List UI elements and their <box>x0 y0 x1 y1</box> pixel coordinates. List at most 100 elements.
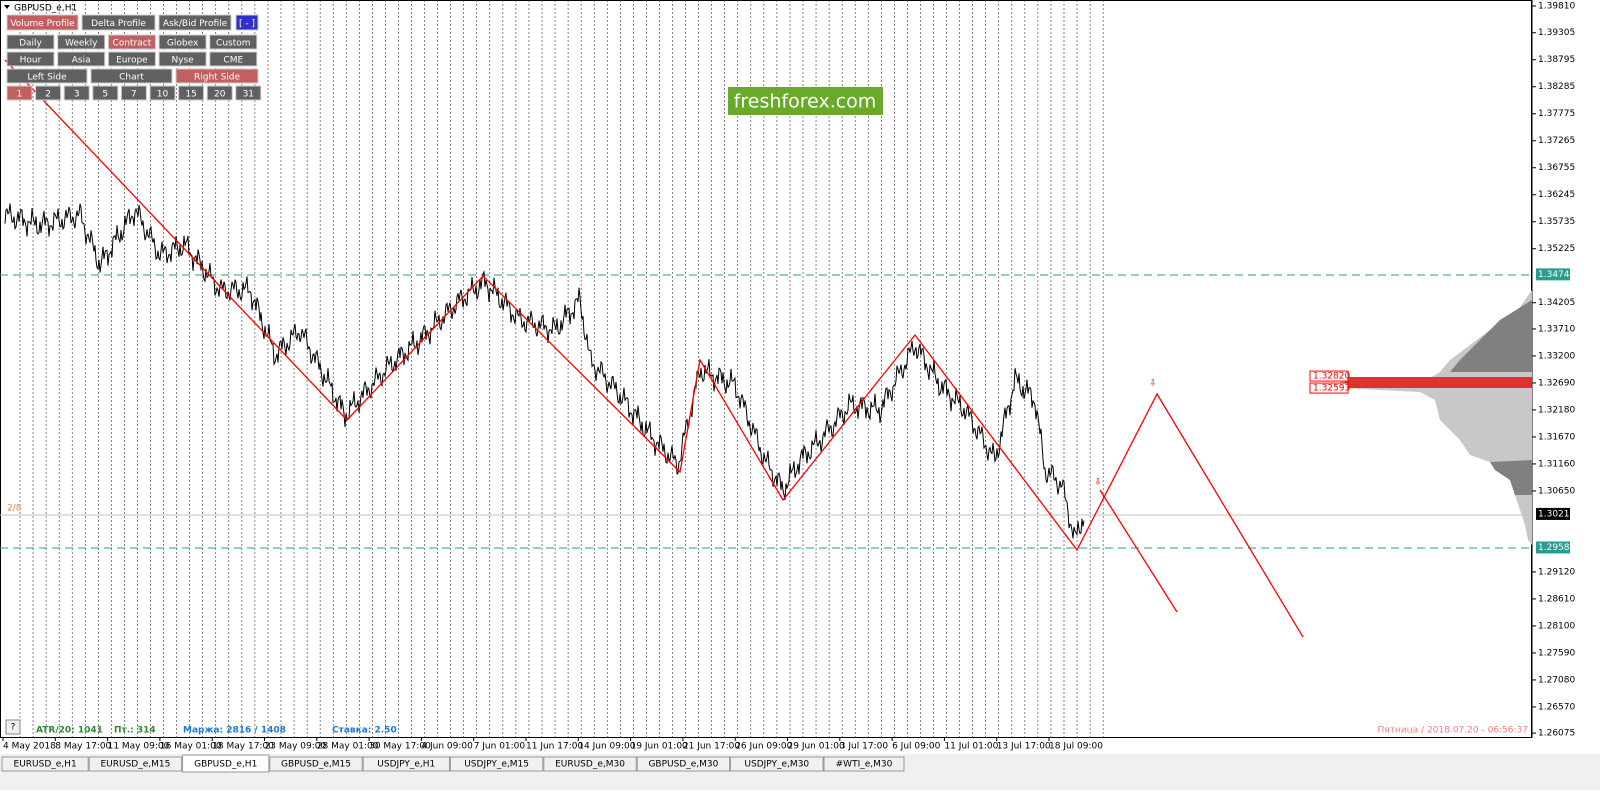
time-label: 4 May 2018 <box>3 742 56 752</box>
toolbar-button[interactable] <box>107 51 156 67</box>
price-label: 1.26570 <box>1538 702 1575 712</box>
projection <box>1099 489 1178 613</box>
toolbar-button[interactable] <box>178 85 205 101</box>
toolbar-button-label: Custom <box>216 39 250 49</box>
time-label: 16 May 01:00 <box>160 742 222 752</box>
toolbar-button[interactable] <box>57 51 106 67</box>
price-label: 1.31670 <box>1538 432 1575 442</box>
toolbar-button[interactable] <box>35 85 62 101</box>
toolbar-button[interactable] <box>6 14 79 31</box>
help-button[interactable] <box>5 719 21 735</box>
toolbar-button-label: Europe <box>116 56 148 66</box>
toolbar-button[interactable] <box>6 68 88 84</box>
price-label: 1.27080 <box>1538 675 1575 685</box>
arrow: ⇩ <box>1149 379 1157 389</box>
toolbar-button[interactable] <box>149 85 176 101</box>
toolbar-button[interactable] <box>158 51 207 67</box>
toolbar-button[interactable] <box>235 14 259 31</box>
tab[interactable] <box>1 756 89 772</box>
tab-label: GBPUSD_e,H1 <box>194 760 257 770</box>
price-tag-label: 1.29582 <box>1538 543 1575 553</box>
logo: freshforex.com <box>734 91 877 113</box>
tab[interactable] <box>636 756 731 772</box>
toolbar-button[interactable] <box>120 85 147 101</box>
toolbar-button-label: Daily <box>19 39 42 49</box>
toolbar-button-label: CME <box>223 56 243 66</box>
toolbar-button-label: Delta Profile <box>91 19 146 29</box>
toolbar-button[interactable] <box>158 14 232 31</box>
time-label: 30 May 17:00 <box>369 742 431 752</box>
tab-label: USDJPY_e,H1 <box>377 760 435 770</box>
price-label: 1.35735 <box>1538 217 1575 227</box>
price-label: 1.33200 <box>1538 351 1575 361</box>
toolbar-button[interactable] <box>57 34 106 50</box>
toolbar-button[interactable] <box>107 34 156 50</box>
tab-label: GBPUSD_e,M30 <box>648 760 718 770</box>
toolbar-button[interactable] <box>63 85 90 101</box>
toolbar-button[interactable] <box>6 34 55 50</box>
price-label: 1.28610 <box>1538 594 1575 604</box>
price-tag <box>1536 507 1570 520</box>
toolbar-button-label: Globex <box>167 39 199 49</box>
toolbar-button-label: Asia <box>72 56 91 66</box>
tab[interactable] <box>88 756 183 772</box>
toolbar-button-label: [ - ] <box>239 19 255 29</box>
profile-tag <box>1309 370 1349 382</box>
toolbar-button-label: Hour <box>20 56 42 66</box>
tab-label: EURUSD_e,H1 <box>14 760 77 770</box>
time-label: 6 Jul 09:00 <box>892 742 941 752</box>
tab[interactable] <box>269 756 363 772</box>
price-label: 1.33710 <box>1538 324 1575 334</box>
toolbar-button-label: Volume Profile <box>10 19 75 29</box>
price-label: 1.26075 <box>1538 729 1575 739</box>
tab[interactable] <box>730 756 824 772</box>
tab[interactable] <box>182 754 270 773</box>
toolbar-button[interactable] <box>175 68 259 84</box>
toolbar-button-label: Contract <box>113 39 152 49</box>
time-label: 19 Jun 01:00 <box>631 742 688 752</box>
toolbar-button-label: Ask/Bid Profile <box>163 19 228 29</box>
toolbar-button-label: 2 <box>45 90 51 100</box>
tab[interactable] <box>362 756 450 772</box>
price-label: 1.39305 <box>1538 28 1575 38</box>
tab-label: USDJPY_e,M30 <box>744 760 809 770</box>
datetime: Пятница / 2018.07.20 - 06:56:37 <box>1378 726 1528 736</box>
time-label: 3 Jul 17:00 <box>840 742 889 752</box>
tab[interactable] <box>543 756 637 772</box>
toolbar-button[interactable] <box>235 85 262 101</box>
tab[interactable] <box>823 756 905 772</box>
time-label: 8 May 17:00 <box>55 742 111 752</box>
toolbar-button[interactable] <box>6 51 55 67</box>
volume-poc <box>1345 377 1532 388</box>
price-label: 1.36755 <box>1538 163 1575 173</box>
price-label: 1.34205 <box>1538 298 1575 308</box>
toolbar-button[interactable] <box>209 34 258 50</box>
price-label: 1.38285 <box>1538 82 1575 92</box>
toolbar-button[interactable] <box>81 14 156 31</box>
toolbar-button-label: 5 <box>102 90 108 100</box>
toolbar-button-label: 10 <box>157 90 169 100</box>
profile-tag <box>1309 382 1349 394</box>
price-tag <box>1536 268 1570 281</box>
toolbar-button[interactable] <box>92 85 119 101</box>
tab-label: GBPUSD_e,M15 <box>281 760 351 770</box>
tab[interactable] <box>449 756 544 772</box>
toolbar-button-label: Weekly <box>65 39 98 49</box>
tab-label: EURUSD_e,M15 <box>100 760 170 770</box>
period-separators <box>19 0 1104 738</box>
toolbar-button[interactable] <box>158 34 207 50</box>
toolbar-button-label: Nyse <box>171 56 194 66</box>
price-label: 1.32690 <box>1538 378 1575 388</box>
toolbar-button[interactable] <box>90 68 173 84</box>
pt: Пт.: 314 <box>114 726 156 736</box>
zigzag <box>4 59 1304 638</box>
tab-label: USDJPY_e,M15 <box>464 760 529 770</box>
toolbar-button[interactable] <box>6 85 33 101</box>
profile-label: 1.32820 <box>1313 372 1350 382</box>
price-label: 1.32180 <box>1538 405 1575 415</box>
profile-label: 1.32593 <box>1313 384 1350 394</box>
toolbar-button[interactable] <box>209 51 258 67</box>
toolbar-button[interactable] <box>206 85 233 101</box>
time-label: 21 Jun 17:00 <box>683 742 740 752</box>
